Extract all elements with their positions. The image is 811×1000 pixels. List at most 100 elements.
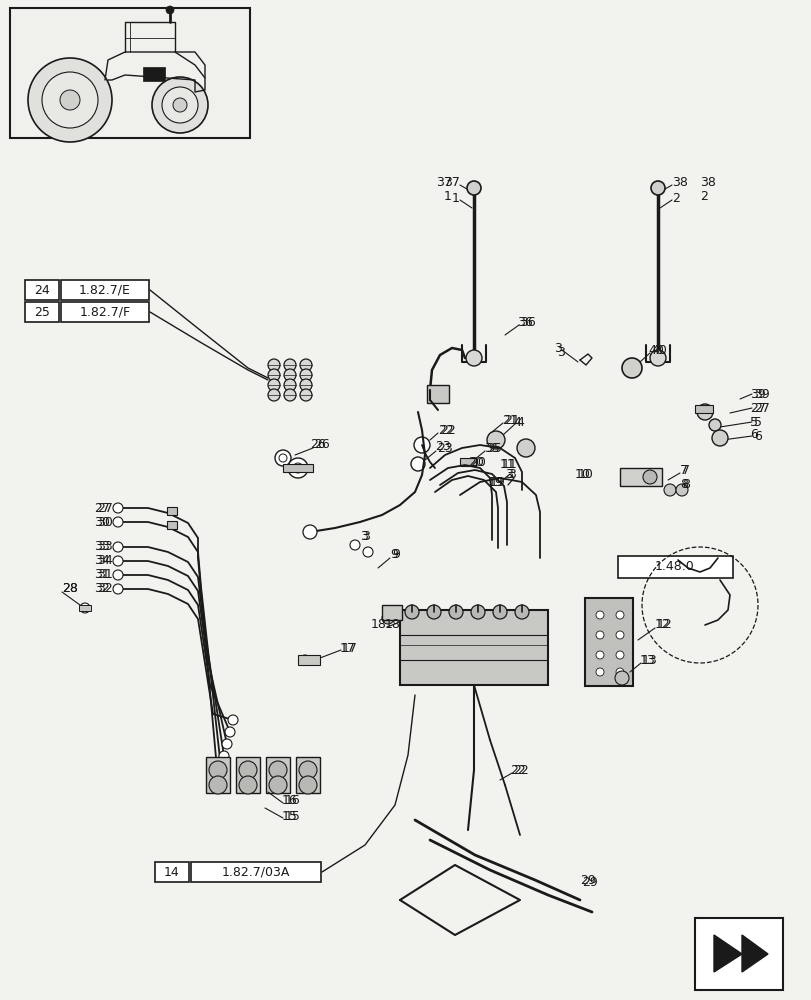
Text: 3: 3 — [553, 342, 561, 355]
Text: 1.82.7/E: 1.82.7/E — [79, 284, 131, 296]
Circle shape — [60, 90, 80, 110]
Circle shape — [113, 517, 122, 527]
Text: 20: 20 — [470, 456, 485, 468]
Circle shape — [303, 525, 316, 539]
Circle shape — [298, 776, 316, 794]
Circle shape — [649, 350, 665, 366]
Polygon shape — [713, 935, 741, 972]
Circle shape — [616, 651, 623, 659]
Circle shape — [595, 631, 603, 639]
Text: 39: 39 — [753, 387, 769, 400]
Text: 7: 7 — [679, 464, 687, 477]
Circle shape — [80, 603, 90, 613]
Text: 30: 30 — [97, 516, 113, 528]
Bar — [155, 862, 189, 882]
Text: 34: 34 — [97, 554, 113, 568]
Text: 22: 22 — [509, 764, 525, 776]
Circle shape — [616, 668, 623, 676]
Text: 6: 6 — [749, 428, 757, 442]
Text: 7: 7 — [681, 464, 689, 477]
Text: 22: 22 — [440, 424, 455, 436]
Circle shape — [225, 727, 234, 737]
Circle shape — [268, 389, 280, 401]
Circle shape — [268, 359, 280, 371]
Text: 24: 24 — [34, 284, 49, 296]
Text: 30: 30 — [94, 516, 109, 528]
Text: 3: 3 — [359, 530, 367, 544]
Text: 4: 4 — [515, 416, 523, 428]
Circle shape — [238, 776, 257, 794]
Text: 12: 12 — [654, 618, 670, 632]
Text: 38: 38 — [699, 176, 715, 190]
Circle shape — [614, 671, 629, 685]
Text: 13: 13 — [639, 654, 655, 666]
Text: 31: 31 — [94, 568, 109, 582]
Circle shape — [113, 503, 122, 513]
Text: 11: 11 — [501, 458, 517, 472]
Circle shape — [268, 379, 280, 391]
Bar — [191, 862, 320, 882]
Circle shape — [299, 389, 311, 401]
Circle shape — [113, 570, 122, 580]
Bar — [427, 385, 448, 403]
Text: 37: 37 — [444, 176, 460, 190]
Text: 1: 1 — [452, 192, 460, 205]
Text: 11: 11 — [500, 458, 515, 472]
Text: 36: 36 — [519, 316, 535, 328]
Bar — [167, 507, 177, 515]
Circle shape — [162, 87, 198, 123]
Text: 19: 19 — [487, 476, 503, 488]
Bar — [460, 458, 475, 466]
Text: 27: 27 — [749, 401, 765, 414]
Circle shape — [173, 98, 187, 112]
Text: 18: 18 — [384, 618, 401, 632]
Circle shape — [208, 776, 227, 794]
Circle shape — [487, 431, 504, 449]
Circle shape — [642, 470, 656, 484]
Circle shape — [708, 419, 720, 431]
Circle shape — [663, 484, 676, 496]
Text: 3: 3 — [508, 468, 515, 482]
Circle shape — [42, 72, 98, 128]
Text: 8: 8 — [679, 478, 687, 490]
Circle shape — [616, 631, 623, 639]
Text: 22: 22 — [513, 764, 528, 776]
Circle shape — [595, 651, 603, 659]
Text: 10: 10 — [577, 468, 593, 482]
Text: 3: 3 — [504, 468, 513, 482]
Text: 15: 15 — [281, 810, 298, 822]
Circle shape — [28, 58, 112, 142]
Circle shape — [350, 540, 359, 550]
Circle shape — [113, 584, 122, 594]
Text: 39: 39 — [749, 388, 765, 401]
Circle shape — [275, 450, 290, 466]
Bar — [61, 280, 148, 300]
Text: 29: 29 — [581, 876, 597, 888]
Text: 25: 25 — [34, 306, 49, 318]
Text: 9: 9 — [392, 548, 399, 562]
Circle shape — [616, 611, 623, 619]
Circle shape — [514, 605, 528, 619]
Text: 22: 22 — [437, 424, 453, 436]
Text: 8: 8 — [681, 479, 689, 491]
Text: 16: 16 — [285, 794, 300, 806]
Polygon shape — [741, 935, 767, 972]
Text: 19: 19 — [489, 476, 505, 488]
Circle shape — [268, 761, 286, 779]
Bar — [381, 605, 401, 620]
Text: 1.48.0: 1.48.0 — [654, 560, 694, 574]
Text: 26: 26 — [314, 438, 329, 452]
Text: 23: 23 — [435, 440, 450, 454]
Bar — [206, 757, 230, 793]
Text: 2: 2 — [672, 192, 679, 205]
Text: 28: 28 — [62, 582, 78, 594]
Bar — [296, 757, 320, 793]
Circle shape — [284, 379, 296, 391]
Circle shape — [284, 389, 296, 401]
Circle shape — [165, 6, 174, 14]
Bar — [694, 405, 712, 413]
Bar — [266, 757, 290, 793]
Circle shape — [696, 404, 712, 420]
Bar — [298, 655, 320, 665]
Text: 35: 35 — [483, 442, 500, 454]
